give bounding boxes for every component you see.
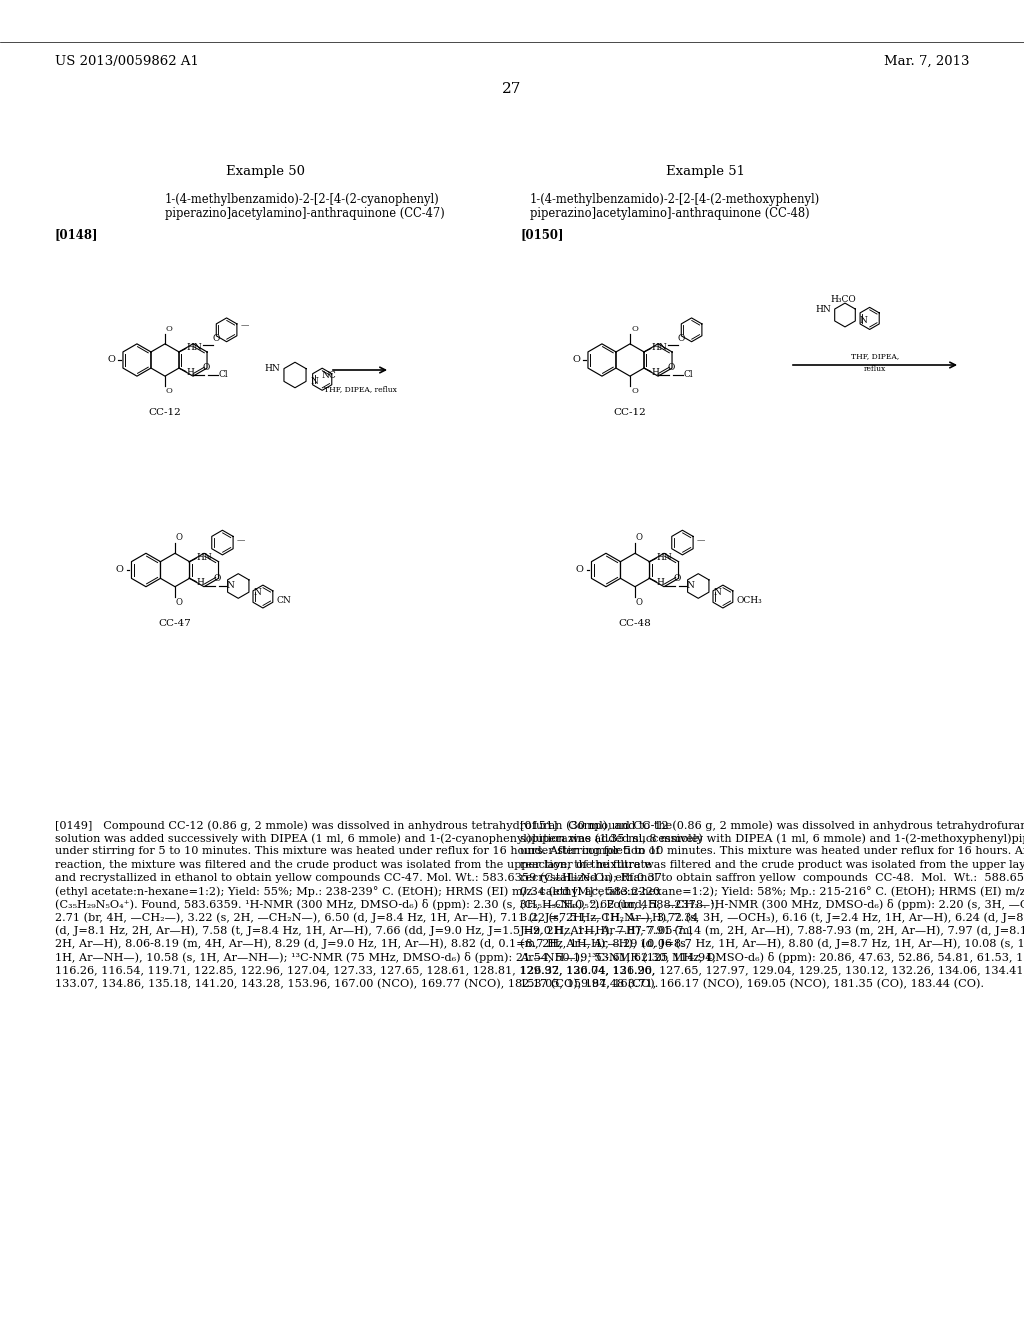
Text: HN: HN <box>265 364 281 372</box>
Text: solution was added successively with DIPEA (1 ml, 6 mmole) and 1-(2-methoxypheny: solution was added successively with DIP… <box>520 833 1024 843</box>
Text: [0148]: [0148] <box>55 228 98 242</box>
Text: —: — <box>241 322 249 330</box>
Text: 1H, Ar—NH—), 10.58 (s, 1H, Ar—NH—); ¹³C-NMR (75 MHz, DMSO-d₆) δ (ppm): 21.54, 50: 1H, Ar—NH—), 10.58 (s, 1H, Ar—NH—); ¹³C-… <box>55 952 716 964</box>
Text: NC: NC <box>322 371 336 380</box>
Text: O: O <box>214 574 221 583</box>
Text: O: O <box>674 574 681 583</box>
Text: Cl: Cl <box>219 371 228 379</box>
Text: recrystallized in ethanol to obtain saffron yellow  compounds  CC-48.  Mol.  Wt.: recrystallized in ethanol to obtain saff… <box>520 873 1024 883</box>
Text: Cl: Cl <box>684 371 693 379</box>
Text: piperazino]acetylamino]-anthraquinone (CC-48): piperazino]acetylamino]-anthraquinone (C… <box>530 207 810 220</box>
Text: J=9.0 Hz, 1H, Ar—H), 7.05-7.14 (m, 2H, Ar—H), 7.88-7.93 (m, 2H, Ar—H), 7.97 (d, : J=9.0 Hz, 1H, Ar—H), 7.05-7.14 (m, 2H, A… <box>520 925 1024 936</box>
Text: H: H <box>651 368 659 376</box>
Text: H: H <box>197 578 205 587</box>
Text: O: O <box>166 325 173 333</box>
Text: Mar. 7, 2013: Mar. 7, 2013 <box>884 55 969 69</box>
Text: —: — <box>237 536 245 544</box>
Text: 2H, Ar—H), 8.06-8.19 (m, 4H, Ar—H), 8.29 (d, J=9.0 Hz, 1H, Ar—H), 8.82 (d, 0.1=8: 2H, Ar—H), 8.06-8.19 (m, 4H, Ar—H), 8.29… <box>55 939 689 949</box>
Text: OCH₃: OCH₃ <box>736 595 762 605</box>
Text: (C₃₅H₃₂N₄O₅⁺). Found, 588.2378. ¹H-NMR (300 MHz, DMSO-d₆) δ (ppm): 2.20 (s, 3H, : (C₃₅H₃₂N₄O₅⁺). Found, 588.2378. ¹H-NMR (… <box>520 899 1024 911</box>
Text: CC-12: CC-12 <box>148 408 181 417</box>
Text: piperazino]acetylamino]-anthraquinone (CC-47): piperazino]acetylamino]-anthraquinone (C… <box>165 207 444 220</box>
Text: O: O <box>631 387 638 395</box>
Text: O: O <box>166 387 173 395</box>
Text: CC-47: CC-47 <box>159 619 191 628</box>
Text: H: H <box>657 578 665 587</box>
Text: 3.22 (s, 2H, —CH₂N—), 3.72 (s, 3H, —OCH₃), 6.16 (t, J=2.4 Hz, 1H, Ar—H), 6.24 (d: 3.22 (s, 2H, —CH₂N—), 3.72 (s, 3H, —OCH₃… <box>520 912 1024 923</box>
Text: under stirring for 5 to 10 minutes. This mixture was heated under reflux for 16 : under stirring for 5 to 10 minutes. This… <box>55 846 659 857</box>
Text: Example 51: Example 51 <box>666 165 744 178</box>
Text: THF, DIPEA,: THF, DIPEA, <box>851 352 899 360</box>
Text: CC-12: CC-12 <box>613 408 646 417</box>
Text: O: O <box>668 363 675 372</box>
Text: [0149]   Compound CC-12 (0.86 g, 2 mmole) was dissolved in anhydrous tetrahydrof: [0149] Compound CC-12 (0.86 g, 2 mmole) … <box>55 820 672 830</box>
Text: HN: HN <box>816 305 831 314</box>
Text: 1-(4-methylbenzamido)-2-[2-[4-(2-methoxyphenyl): 1-(4-methylbenzamido)-2-[2-[4-(2-methoxy… <box>530 193 820 206</box>
Text: O: O <box>108 355 116 364</box>
Text: 0.34 (ethyl acetate:n-hexane=1:2); Yield: 58%; Mp.: 215-216° C. (EtOH); HRMS (EI: 0.34 (ethyl acetate:n-hexane=1:2); Yield… <box>520 886 1024 896</box>
Text: H₃CO: H₃CO <box>830 296 856 305</box>
Text: Example 50: Example 50 <box>225 165 304 178</box>
Text: (d, J=8.1 Hz, 2H, Ar—H), 7.58 (t, J=8.4 Hz, 1H, Ar—H), 7.66 (dd, J=9.0 Hz, J=1.5: (d, J=8.1 Hz, 2H, Ar—H), 7.58 (t, J=8.4 … <box>55 925 693 936</box>
Text: 27: 27 <box>503 82 521 96</box>
Text: reaction, the mixture was filtered and the crude product was isolated from the u: reaction, the mixture was filtered and t… <box>55 859 651 870</box>
Text: (ethyl acetate:n-hexane=1:2); Yield: 55%; Mp.: 238-239° C. (EtOH); HRMS (EI) m/z: (ethyl acetate:n-hexane=1:2); Yield: 55%… <box>55 886 660 896</box>
Text: CC-48: CC-48 <box>618 619 651 628</box>
Text: N: N <box>227 582 234 590</box>
Text: N: N <box>687 582 694 590</box>
Text: HN: HN <box>657 553 673 562</box>
Text: THF, DIPEA, reflux: THF, DIPEA, reflux <box>324 385 396 393</box>
Text: N: N <box>310 378 318 387</box>
Text: O: O <box>636 533 643 541</box>
Text: Ar—NH—); ¹³C-NMR (125 MHz, DMSO-d₆) δ (ppm): 20.86, 47.63, 52.86, 54.81, 61.53, : Ar—NH—); ¹³C-NMR (125 MHz, DMSO-d₆) δ (p… <box>520 952 1024 964</box>
Text: solution was added successively with DIPEA (1 ml, 6 mmole) and 1-(2-cyanophenyl): solution was added successively with DIP… <box>55 833 702 843</box>
Text: and recrystallized in ethanol to obtain yellow compounds CC-47. Mol. Wt.: 583.63: and recrystallized in ethanol to obtain … <box>55 873 662 883</box>
Text: HN: HN <box>186 343 203 352</box>
Text: H: H <box>186 368 195 376</box>
Text: 116.26, 116.54, 119.71, 122.85, 122.96, 127.04, 127.33, 127.65, 128.61, 128.81, : 116.26, 116.54, 119.71, 122.85, 122.96, … <box>55 965 655 975</box>
Text: O: O <box>116 565 124 574</box>
Text: (C₃₅H₂₉N₅O₄⁺). Found, 583.6359. ¹H-NMR (300 MHz, DMSO-d₆) δ (ppm): 2.30 (s, 3H, : (C₃₅H₂₉N₅O₄⁺). Found, 583.6359. ¹H-NMR (… <box>55 899 718 911</box>
Text: 133.07, 134.86, 135.18, 141.20, 143.28, 153.96, 167.00 (NCO), 169.77 (NCO), 182.: 133.07, 134.86, 135.18, 141.20, 143.28, … <box>55 978 658 989</box>
Text: —: — <box>696 536 705 544</box>
Text: O: O <box>176 598 183 607</box>
Text: 2.71 (br, 4H, —CH₂—), 3.22 (s, 2H, —CH₂N—), 6.50 (d, J=8.4 Hz, 1H, Ar—H), 7.11 (: 2.71 (br, 4H, —CH₂—), 3.22 (s, 2H, —CH₂N… <box>55 912 698 923</box>
Text: O: O <box>176 533 183 541</box>
Text: N: N <box>714 587 721 597</box>
Text: HN: HN <box>197 553 213 562</box>
Text: US 2013/0059862 A1: US 2013/0059862 A1 <box>55 55 199 69</box>
Text: O: O <box>572 355 581 364</box>
Text: [0150]: [0150] <box>520 228 563 242</box>
Text: under stirring for 5 to 10 minutes. This mixture was heated under reflux for 16 : under stirring for 5 to 10 minutes. This… <box>520 846 1024 857</box>
Text: O: O <box>631 325 638 333</box>
Text: CN: CN <box>276 595 291 605</box>
Text: 153.05, 159.97, 163.71, 166.17 (NCO), 169.05 (NCO), 181.35 (CO), 183.44 (CO).: 153.05, 159.97, 163.71, 166.17 (NCO), 16… <box>520 978 984 989</box>
Text: 1-(4-methylbenzamido)-2-[2-[4-(2-cyanophenyl): 1-(4-methylbenzamido)-2-[2-[4-(2-cyanoph… <box>165 193 439 206</box>
Text: reaction, the mixture was filtered and the crude product was isolated from the u: reaction, the mixture was filtered and t… <box>520 859 1024 870</box>
Text: O: O <box>678 334 685 343</box>
Text: O: O <box>575 565 584 574</box>
Text: O: O <box>213 334 220 343</box>
Text: O: O <box>636 598 643 607</box>
Text: 126.32, 126.74, 126.90, 127.65, 127.97, 129.04, 129.25, 130.12, 132.26, 134.06, : 126.32, 126.74, 126.90, 127.65, 127.97, … <box>520 965 1024 975</box>
Text: (m, 2H, Ar—H), 8.29 (d, J=8.7 Hz, 1H, Ar—H), 8.80 (d, J=8.7 Hz, 1H, Ar—H), 10.08: (m, 2H, Ar—H), 8.29 (d, J=8.7 Hz, 1H, Ar… <box>520 939 1024 949</box>
Text: N: N <box>253 587 261 597</box>
Text: N: N <box>859 317 867 326</box>
Text: reflux: reflux <box>864 366 886 374</box>
Text: O: O <box>203 363 210 372</box>
Text: [0151]   Compound CC-12 (0.86 g, 2 mmole) was dissolved in anhydrous tetrahydrof: [0151] Compound CC-12 (0.86 g, 2 mmole) … <box>520 820 1024 830</box>
Text: HN: HN <box>651 343 668 352</box>
